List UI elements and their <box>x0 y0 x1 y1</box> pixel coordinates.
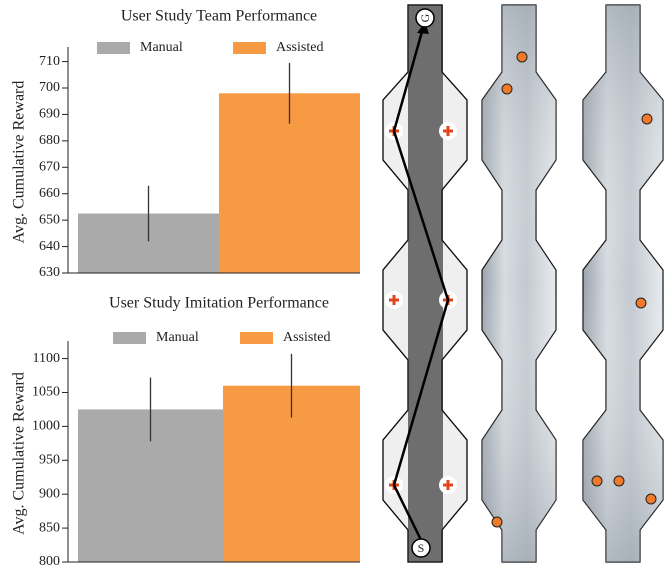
agent-dot <box>635 297 647 309</box>
y-tick-label: 670 <box>39 160 60 175</box>
y-axis-label: Avg. Cumulative Reward <box>11 372 28 535</box>
y-tick-label: 850 <box>39 520 60 535</box>
y-tick-label: 700 <box>39 80 60 95</box>
marker-label: G <box>418 13 432 22</box>
legend-label: Manual <box>140 40 183 55</box>
y-tick-label: 900 <box>39 486 60 501</box>
y-tick-label: 1050 <box>32 385 60 400</box>
cross <box>389 295 399 305</box>
agent-dot <box>591 475 603 487</box>
chart-title: User Study Team Performance <box>121 8 317 25</box>
agent-dot <box>641 113 653 125</box>
marker-label: S <box>418 541 425 555</box>
cross <box>443 480 453 490</box>
legend-swatch <box>113 332 146 344</box>
chart-title: User Study Imitation Performance <box>109 295 329 312</box>
y-tick-label: 710 <box>39 54 60 69</box>
y-tick-label: 1000 <box>32 419 60 434</box>
legend-swatch <box>240 332 273 344</box>
legend-swatch <box>233 42 266 54</box>
agent-dot <box>501 83 513 95</box>
cross <box>443 126 453 136</box>
agent-dot <box>516 51 528 63</box>
y-tick-label: 660 <box>39 186 60 201</box>
map-strip <box>408 5 443 562</box>
map-outline <box>382 4 468 563</box>
trajectory <box>392 27 450 541</box>
heatmap-shade <box>482 5 556 562</box>
legend-label: Assisted <box>276 40 323 55</box>
legend-swatch <box>97 42 130 54</box>
y-axis-label: Avg. Cumulative Reward <box>11 81 28 244</box>
y-tick-label: 1100 <box>33 351 60 366</box>
agent-dot <box>613 475 625 487</box>
marker-circle <box>411 538 431 558</box>
y-tick-label: 680 <box>39 133 60 148</box>
y-tick-label: 690 <box>39 107 60 122</box>
heatmap-shade <box>583 5 663 562</box>
y-tick-label: 640 <box>39 239 60 254</box>
y-tick-label: 800 <box>39 554 60 569</box>
legend-label: Assisted <box>283 330 330 345</box>
y-tick-label: 630 <box>39 265 60 280</box>
y-tick-label: 650 <box>39 212 60 227</box>
maps: GS <box>382 4 664 563</box>
agent-dot <box>645 493 657 505</box>
y-tick-label: 950 <box>39 453 60 468</box>
marker-circle <box>415 8 435 28</box>
agent-dot <box>491 516 503 528</box>
legend-label: Manual <box>156 330 199 345</box>
